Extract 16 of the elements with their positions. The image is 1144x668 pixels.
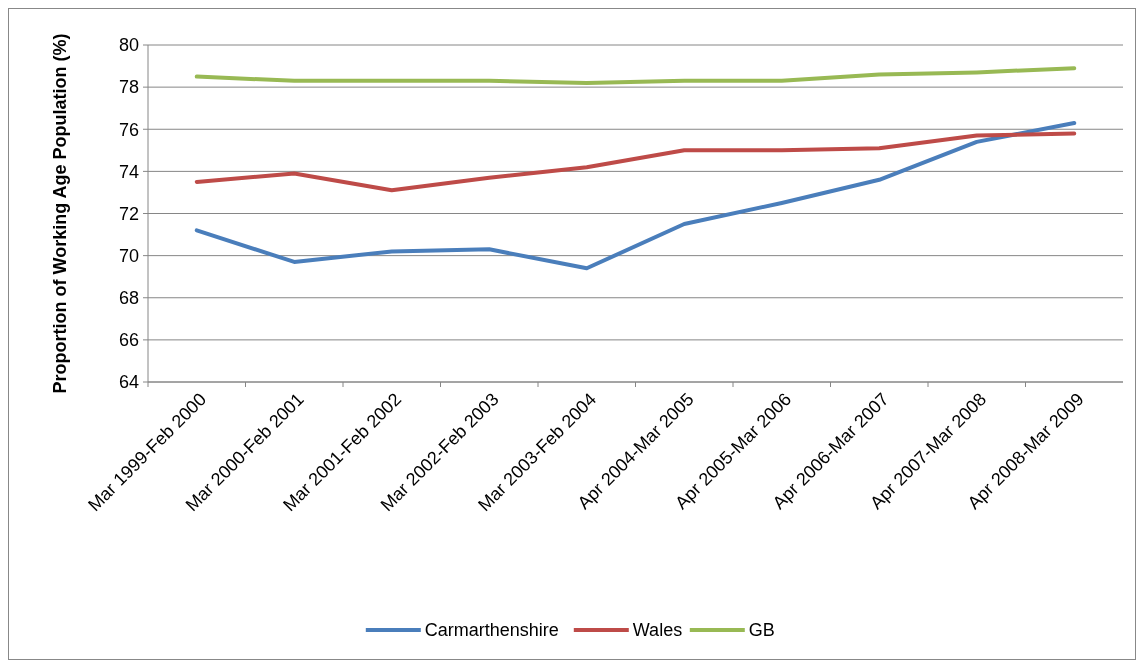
line-series: [194, 66, 1077, 85]
y-tick-label: 78: [118, 77, 139, 98]
legend-label: Wales: [632, 620, 683, 641]
y-tick-label: 68: [118, 288, 139, 309]
y-tick-label: 72: [118, 203, 139, 224]
y-tick-label: 76: [118, 119, 139, 140]
legend-label: Carmarthenshire: [424, 620, 559, 641]
line-series: [194, 120, 1077, 271]
legend-label: GB: [748, 620, 775, 641]
y-tick-label: 80: [118, 35, 139, 56]
y-tick-label: 64: [118, 372, 139, 393]
line-series: [194, 131, 1077, 193]
y-tick-label: 74: [118, 161, 139, 182]
y-axis-title: Proportion of Working Age Population (%): [50, 33, 70, 394]
y-tick-label: 66: [118, 330, 139, 351]
y-tick-label: 70: [118, 245, 139, 266]
